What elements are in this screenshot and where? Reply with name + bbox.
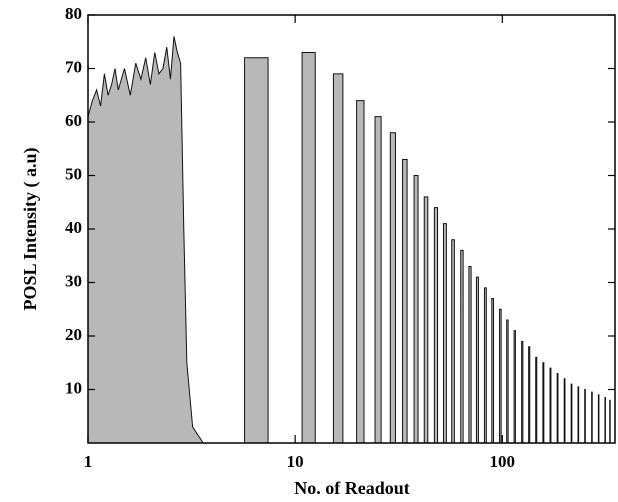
y-axis-title: POSL Intensity ( a.u)	[20, 147, 41, 310]
y-tick-label: 80	[65, 4, 82, 23]
x-tick-label: 100	[490, 452, 516, 471]
area	[88, 36, 611, 444]
y-tick-label: 10	[65, 378, 82, 397]
x-tick-label: 10	[287, 452, 304, 471]
y-tick-label: 70	[65, 57, 82, 76]
y-tick-label: 50	[65, 164, 82, 183]
y-tick-label: 40	[65, 218, 82, 237]
y-tick-label: 60	[65, 111, 82, 130]
x-axis-title: No. of Readout	[294, 478, 410, 498]
y-tick-label: 30	[65, 271, 82, 290]
y-tick-label: 20	[65, 325, 82, 344]
x-tick-label: 1	[84, 452, 93, 471]
